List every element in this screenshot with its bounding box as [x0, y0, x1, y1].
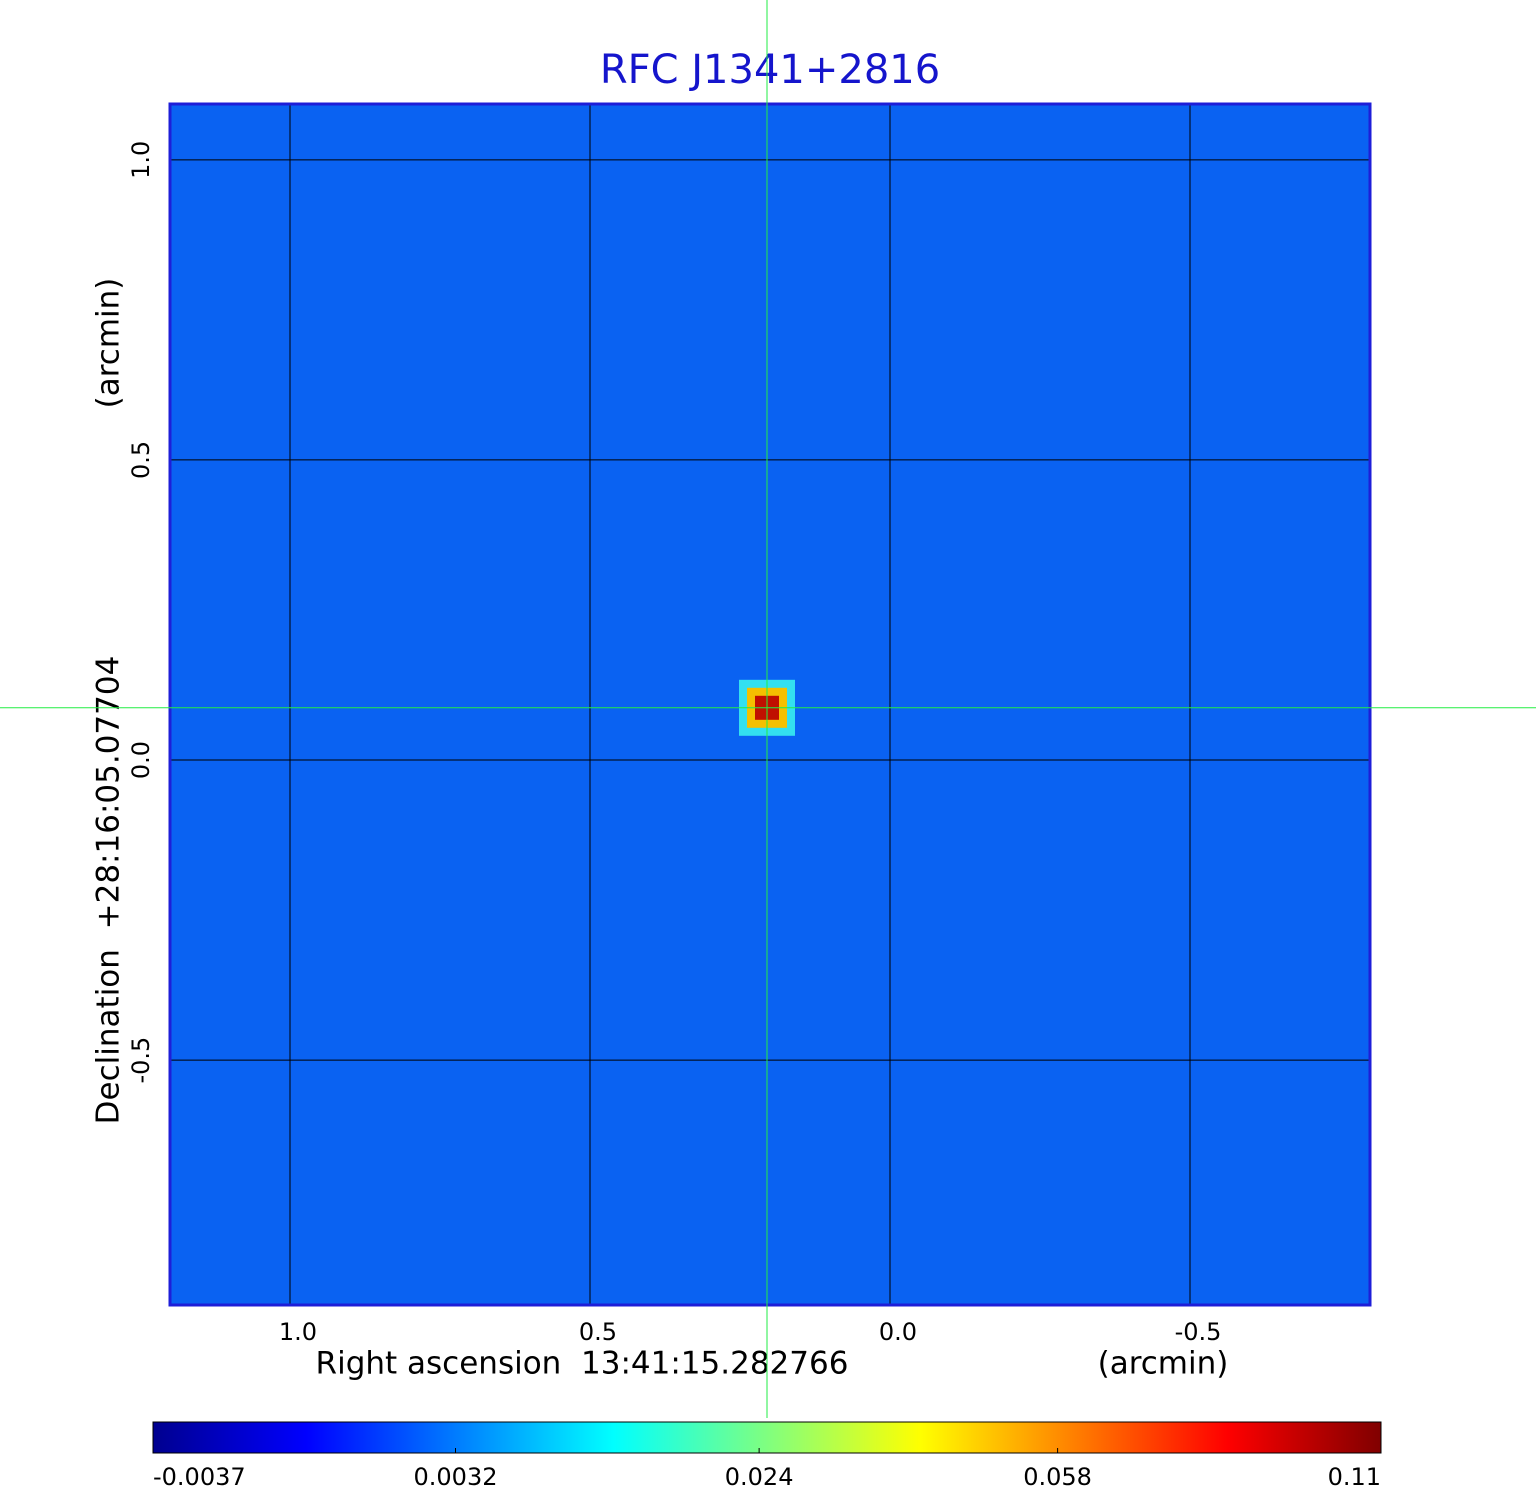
- colorbar-tick-label: 0.0032: [414, 1463, 498, 1491]
- y-axis-unit: (arcmin): [91, 278, 127, 409]
- y-tick-label: -0.5: [127, 1037, 155, 1084]
- colorbar: [152, 1421, 1382, 1454]
- x-tick-label: 0.5: [579, 1318, 617, 1346]
- x-tick-label: 1.0: [279, 1318, 317, 1346]
- x-tick-label: -0.5: [1175, 1318, 1222, 1346]
- colorbar-tick-label: 0.058: [1023, 1463, 1092, 1491]
- y-tick-label: 1.0: [127, 141, 155, 179]
- plot-frame: [168, 102, 1372, 1307]
- colorbar-tick-label: -0.0037: [153, 1463, 246, 1491]
- colorbar-tick-label: 0.11: [1328, 1463, 1381, 1491]
- y-axis-label: Declination +28:16:05.07704: [91, 656, 127, 1125]
- y-tick-label: 0.0: [127, 741, 155, 779]
- x-tick-label: 0.0: [879, 1318, 917, 1346]
- chart-title: RFC J1341+2816: [600, 47, 940, 93]
- y-tick-label: 0.5: [127, 441, 155, 479]
- x-axis-label: Right ascension 13:41:15.282766: [316, 1346, 849, 1382]
- x-axis-unit: (arcmin): [1098, 1346, 1229, 1382]
- colorbar-tick-label: 0.024: [725, 1463, 794, 1491]
